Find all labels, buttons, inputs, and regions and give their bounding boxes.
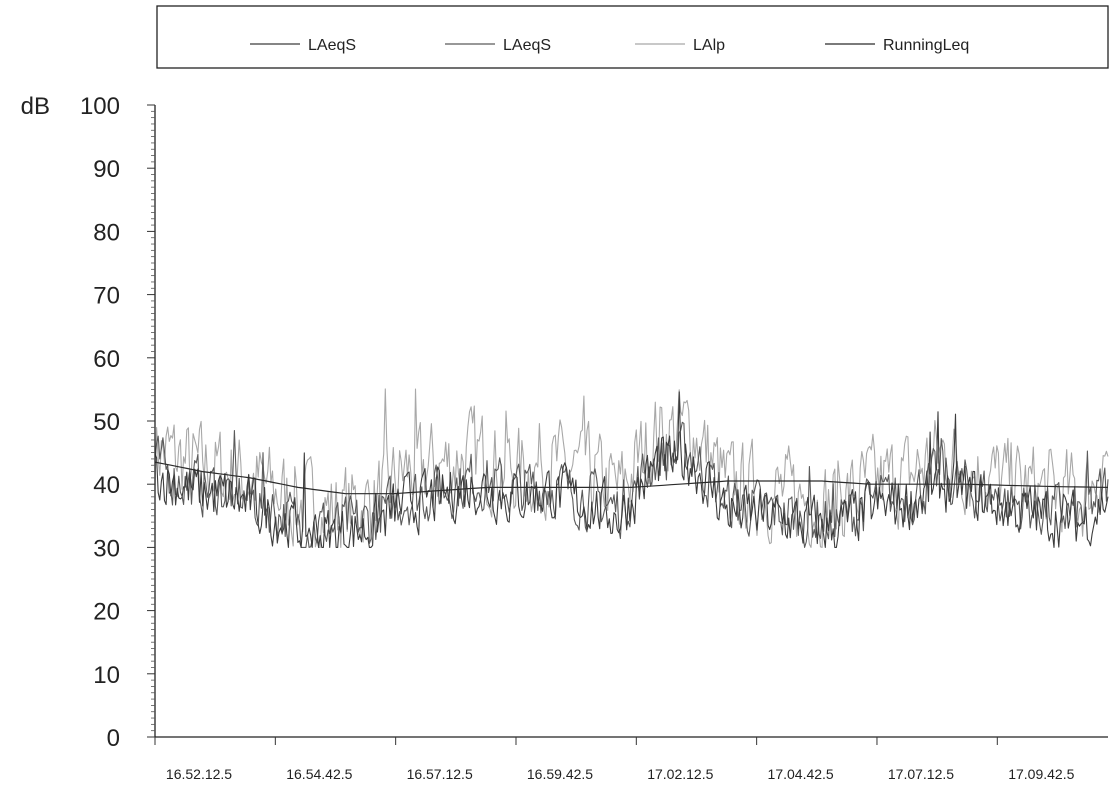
y-tick-label: 60 [93,346,120,373]
y-tick-label: 40 [93,472,120,499]
y-tick-label: 100 [80,93,120,120]
legend-label-4: RunningLeq [883,37,969,54]
x-axis: 16.52.12.5 16.54.42.5 16.57.12.5 16.59.42.5… [154,736,1108,782]
x-tick-label: 17.07.12.5 [888,766,954,782]
x-tick-label: 17.09.42.5 [1008,766,1074,782]
y-tick-label: 20 [93,599,120,626]
legend-label-3: LAlp [693,37,725,54]
legend-label-1: LAeqS [308,37,356,54]
x-tick-label: 17.04.42.5 [768,766,834,782]
x-tick-label: 16.57.12.5 [407,766,473,782]
x-tick-label: 16.52.12.5 [166,766,232,782]
legend: LAeqS LAeqS LAlp RunningLeq [156,5,1109,69]
x-tick-label: 17.02.12.5 [647,766,713,782]
series-line-4 [154,461,1109,495]
y-axis-unit-label: dB [21,93,50,120]
legend-label-2: LAeqS [503,37,551,54]
series-layer [154,388,1109,548]
x-tick-label: 16.54.42.5 [286,766,352,782]
y-axis: 0 10 20 30 40 50 60 70 80 90 100 [80,93,156,752]
y-tick-label: 80 [93,219,120,246]
y-tick-label: 10 [93,662,120,689]
x-tick-label: 16.59.42.5 [527,766,593,782]
y-tick-label: 90 [93,156,120,183]
series-line-1 [154,391,1109,548]
series-line-2 [154,421,1109,548]
y-tick-label: 0 [107,725,120,752]
y-tick-label: 70 [93,283,120,310]
y-tick-label: 30 [93,535,120,562]
y-tick-label: 50 [93,409,120,436]
legend-box [156,5,1109,69]
